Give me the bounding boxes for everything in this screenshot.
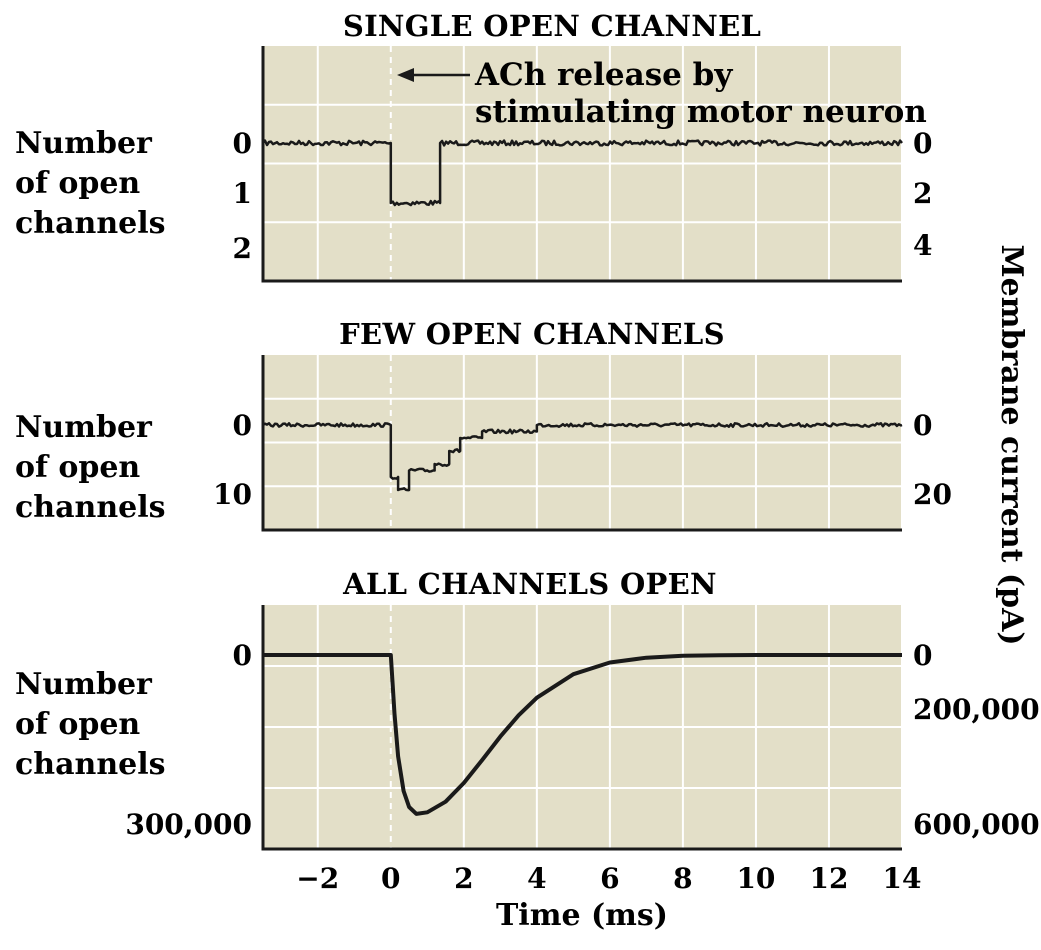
plot-axis bbox=[261, 355, 902, 532]
panel-title: ALL CHANNELS OPEN bbox=[342, 567, 717, 601]
right-tick: 4 bbox=[913, 229, 932, 262]
left-axis-label-line2: of open bbox=[15, 166, 140, 201]
left-axis-label-line3: channels bbox=[15, 206, 166, 241]
plot-axis bbox=[261, 46, 902, 283]
trace-line bbox=[262, 139, 903, 207]
x-tick-label: 12 bbox=[809, 862, 848, 895]
left-axis-label-line1: Number bbox=[15, 126, 153, 161]
right-tick: 0 bbox=[913, 127, 932, 160]
gridlines bbox=[263, 605, 903, 849]
right-tick: 0 bbox=[913, 409, 932, 442]
trace bbox=[262, 139, 903, 207]
x-tick-label: 8 bbox=[673, 862, 692, 895]
trace-line bbox=[263, 653, 902, 816]
annotation-line2: stimulating motor neuron bbox=[475, 94, 927, 130]
panel-few-open-channels: FEW OPEN CHANNELS Number of open channel… bbox=[15, 317, 952, 532]
trace-line bbox=[262, 422, 903, 492]
left-tick: 0 bbox=[233, 409, 252, 442]
x-tick-label: 2 bbox=[454, 862, 473, 895]
left-tick: 300,000 bbox=[125, 808, 252, 841]
stimulus-annotation: ACh release by stimulating motor neuron bbox=[397, 57, 927, 130]
gridlines bbox=[263, 46, 903, 281]
plot-axis bbox=[261, 605, 902, 851]
x-axis-label: Time (ms) bbox=[496, 898, 668, 933]
right-tick: 2 bbox=[913, 177, 932, 210]
panel-single-open-channel: SINGLE OPEN CHANNEL Number of open chann… bbox=[15, 9, 932, 283]
annotation-line1: ACh release by bbox=[474, 57, 733, 93]
left-tick: 10 bbox=[213, 478, 252, 511]
x-tick-label: −2 bbox=[296, 862, 339, 895]
annotation-arrow-head bbox=[397, 68, 414, 82]
left-tick: 1 bbox=[233, 177, 252, 210]
right-axis-label: Membrane current (pA) bbox=[994, 244, 1029, 645]
panel-title: FEW OPEN CHANNELS bbox=[339, 317, 725, 351]
x-tick-label: 6 bbox=[600, 862, 619, 895]
right-tick: 600,000 bbox=[913, 808, 1040, 841]
left-tick: 0 bbox=[233, 639, 252, 672]
right-tick: 20 bbox=[913, 478, 952, 511]
x-tick-label: 10 bbox=[736, 862, 775, 895]
left-axis-label-line3: channels bbox=[15, 490, 166, 525]
x-axis-ticks: −2 0 2 4 6 8 10 12 14 bbox=[296, 862, 921, 895]
right-tick: 0 bbox=[913, 639, 932, 672]
panel-title: SINGLE OPEN CHANNEL bbox=[343, 9, 761, 43]
left-axis-label-line2: of open bbox=[15, 450, 140, 485]
x-tick-label: 4 bbox=[527, 862, 546, 895]
left-axis-label-line1: Number bbox=[15, 667, 153, 702]
x-tick-label: 14 bbox=[883, 862, 922, 895]
left-axis-label-line1: Number bbox=[15, 410, 153, 445]
left-tick: 0 bbox=[233, 127, 252, 160]
x-tick-label: 0 bbox=[381, 862, 400, 895]
right-tick: 200,000 bbox=[913, 693, 1040, 726]
left-axis-label-line3: channels bbox=[15, 747, 166, 782]
left-tick: 2 bbox=[233, 232, 252, 265]
left-axis-label-line2: of open bbox=[15, 707, 140, 742]
gridlines bbox=[263, 355, 903, 530]
trace bbox=[262, 422, 903, 492]
trace bbox=[263, 653, 902, 816]
panel-all-channels-open: ALL CHANNELS OPEN Number of open channel… bbox=[15, 567, 1040, 851]
